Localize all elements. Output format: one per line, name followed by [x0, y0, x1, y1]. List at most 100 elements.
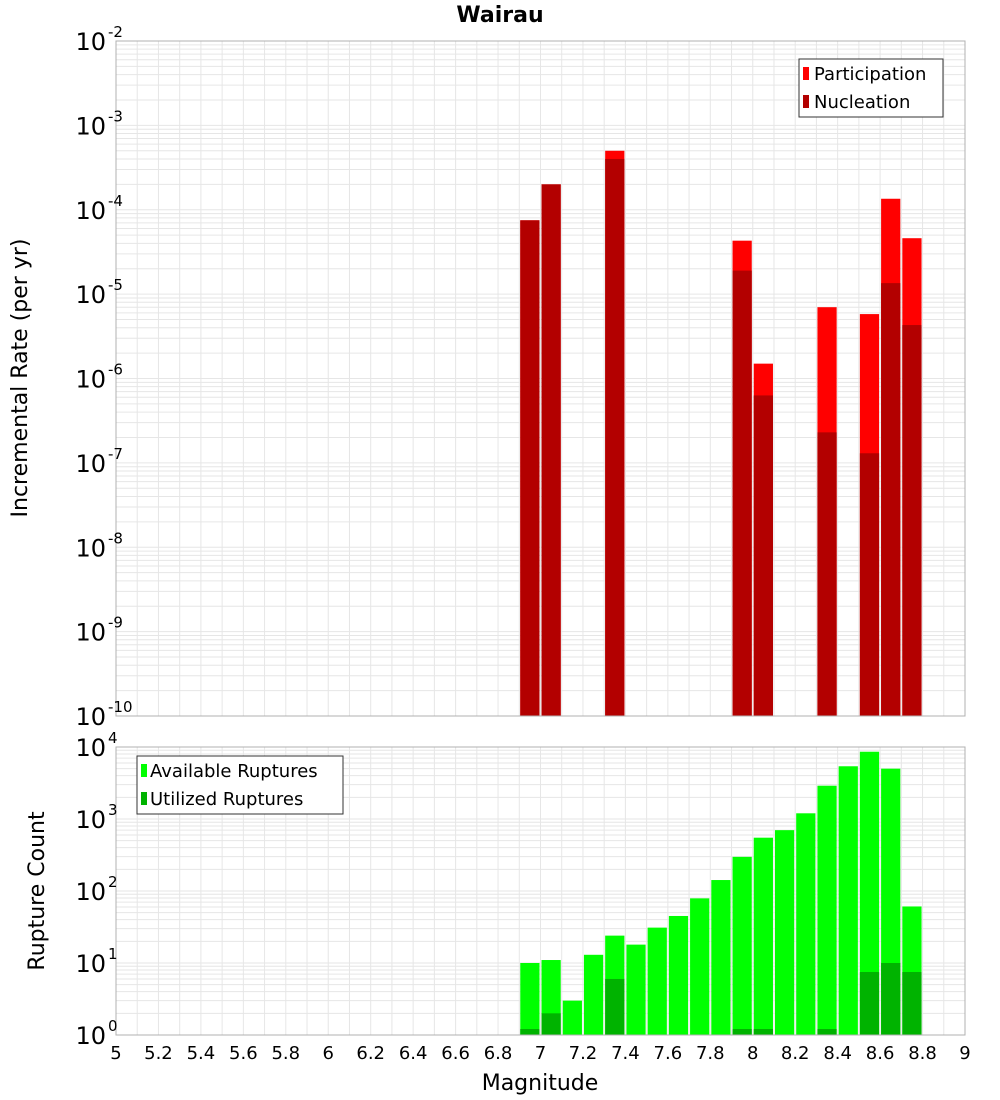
legend-label-participation: Participation: [814, 64, 926, 85]
y-tick-label-base: 10: [75, 1022, 106, 1050]
bar-nucleation: [859, 453, 880, 716]
bar-utilized-ruptures: [902, 971, 922, 1035]
bar-available-ruptures: [796, 813, 816, 1035]
x-tick-label: 6: [323, 1043, 334, 1064]
x-tick-label: 7.4: [611, 1043, 640, 1064]
legend-label-utilized: Utilized Ruptures: [150, 789, 303, 810]
x-tick-label: 5.2: [144, 1043, 173, 1064]
bar-nucleation: [881, 283, 901, 716]
legend-label-nucleation: Nucleation: [814, 92, 910, 113]
bar-utilized-ruptures: [859, 971, 880, 1035]
x-tick-label: 8.6: [866, 1043, 895, 1064]
bar-utilized-ruptures: [732, 1029, 752, 1035]
top-grid: [115, 41, 966, 717]
bar-utilized-ruptures: [605, 978, 625, 1035]
y-tick-label-exponent: -7: [108, 445, 123, 463]
bar-available-ruptures: [711, 880, 731, 1035]
bar-utilized-ruptures: [520, 1029, 540, 1035]
legend-swatch-available: [141, 764, 147, 777]
y-tick-label-base: 10: [75, 619, 106, 647]
y-tick-label-exponent: -9: [108, 614, 123, 632]
bar-available-ruptures: [774, 830, 795, 1035]
x-tick-label: 7.8: [696, 1043, 725, 1064]
bar-available-ruptures: [690, 898, 710, 1035]
y-tick-label-exponent: -8: [108, 529, 123, 547]
x-tick-label: 5.6: [229, 1043, 258, 1064]
bar-available-ruptures: [838, 766, 858, 1035]
bar-nucleation: [902, 325, 922, 716]
x-tick-label: 8.2: [781, 1043, 810, 1064]
y-tick-label-exponent: -10: [108, 698, 133, 716]
x-tick-label: 5.4: [187, 1043, 216, 1064]
y-tick-label-exponent: 2: [108, 873, 118, 891]
y-tick-label-exponent: -3: [108, 107, 123, 125]
bar-nucleation: [753, 395, 773, 716]
x-tick-label: 7.6: [654, 1043, 683, 1064]
y-tick-label-exponent: -4: [108, 192, 123, 210]
bar-available-ruptures: [753, 837, 773, 1035]
bar-available-ruptures: [520, 963, 540, 1035]
y-tick-label-base: 10: [75, 28, 106, 56]
bottom-bars: [520, 751, 922, 1035]
legend-swatch-utilized: [141, 792, 147, 805]
x-tick-label: 6.6: [441, 1043, 470, 1064]
y-tick-label-base: 10: [75, 734, 106, 762]
x-tick-label: 6.4: [399, 1043, 428, 1064]
x-tick-label: 6.2: [356, 1043, 385, 1064]
y-tick-label-base: 10: [75, 366, 106, 394]
y-tick-label-exponent: 4: [108, 729, 118, 747]
bar-nucleation: [817, 432, 837, 716]
bar-available-ruptures: [668, 915, 689, 1035]
y-tick-label-base: 10: [75, 534, 106, 562]
x-tick-label: 6.8: [484, 1043, 513, 1064]
bar-nucleation: [541, 184, 561, 717]
x-tick-label: 5: [110, 1043, 121, 1064]
bar-available-ruptures: [562, 1000, 582, 1035]
x-tick-label: 5.8: [271, 1043, 300, 1064]
top-bars: [520, 150, 922, 717]
chart-title: Wairau: [456, 3, 543, 28]
x-axis-label: Magnitude: [482, 1071, 599, 1096]
y-tick-label-exponent: 0: [108, 1017, 118, 1035]
x-tick-label: 9: [959, 1043, 970, 1064]
y-tick-label-base: 10: [75, 878, 106, 906]
x-tick-label: 8: [747, 1043, 758, 1064]
y-tick-label-base: 10: [75, 281, 106, 309]
bottom-plot-frame: [115, 746, 966, 1036]
top-y-axis-label: Incremental Rate (per yr): [8, 239, 33, 518]
bar-available-ruptures: [817, 785, 837, 1035]
y-tick-label-base: 10: [75, 703, 106, 731]
y-tick-label-exponent: -2: [108, 23, 123, 41]
y-tick-label-exponent: -5: [108, 276, 123, 294]
y-tick-label-exponent: 1: [108, 945, 118, 963]
bar-nucleation: [605, 158, 625, 717]
top-plot-frame: [115, 40, 966, 717]
y-tick-label-base: 10: [75, 112, 106, 140]
bar-available-ruptures: [626, 944, 646, 1035]
bottom-y-axis-label: Rupture Count: [25, 811, 50, 971]
bottom-legend-box: [136, 755, 344, 815]
bar-utilized-ruptures: [753, 1029, 773, 1035]
top-legend-box: [798, 58, 944, 118]
x-tick-label: 8.4: [823, 1043, 852, 1064]
bar-available-ruptures: [732, 856, 752, 1035]
legend-swatch-nucleation: [803, 95, 809, 108]
bar-utilized-ruptures: [881, 963, 901, 1035]
x-tick-label: 7: [535, 1043, 546, 1064]
y-tick-label-exponent: 3: [108, 801, 118, 819]
y-tick-label-base: 10: [75, 197, 106, 225]
bar-nucleation: [520, 220, 540, 717]
x-tick-labels: 5 5.2 5.4 5.6 5.8 6 6.2 6.4 6.6 6.8 7 7.2 7.4 7.6 7.8 8…: [110, 1043, 970, 1064]
bar-available-ruptures: [859, 751, 880, 1035]
y-tick-label-base: 10: [75, 950, 106, 978]
bar-utilized-ruptures: [817, 1029, 837, 1035]
bar-nucleation: [732, 270, 752, 716]
bottom-legend: Available Ruptures Utilized Ruptures: [136, 755, 344, 815]
x-tick-label: 8.8: [908, 1043, 937, 1064]
y-tick-label-exponent: -6: [108, 361, 123, 379]
legend-swatch-participation: [803, 67, 809, 80]
bar-available-ruptures: [647, 927, 667, 1035]
